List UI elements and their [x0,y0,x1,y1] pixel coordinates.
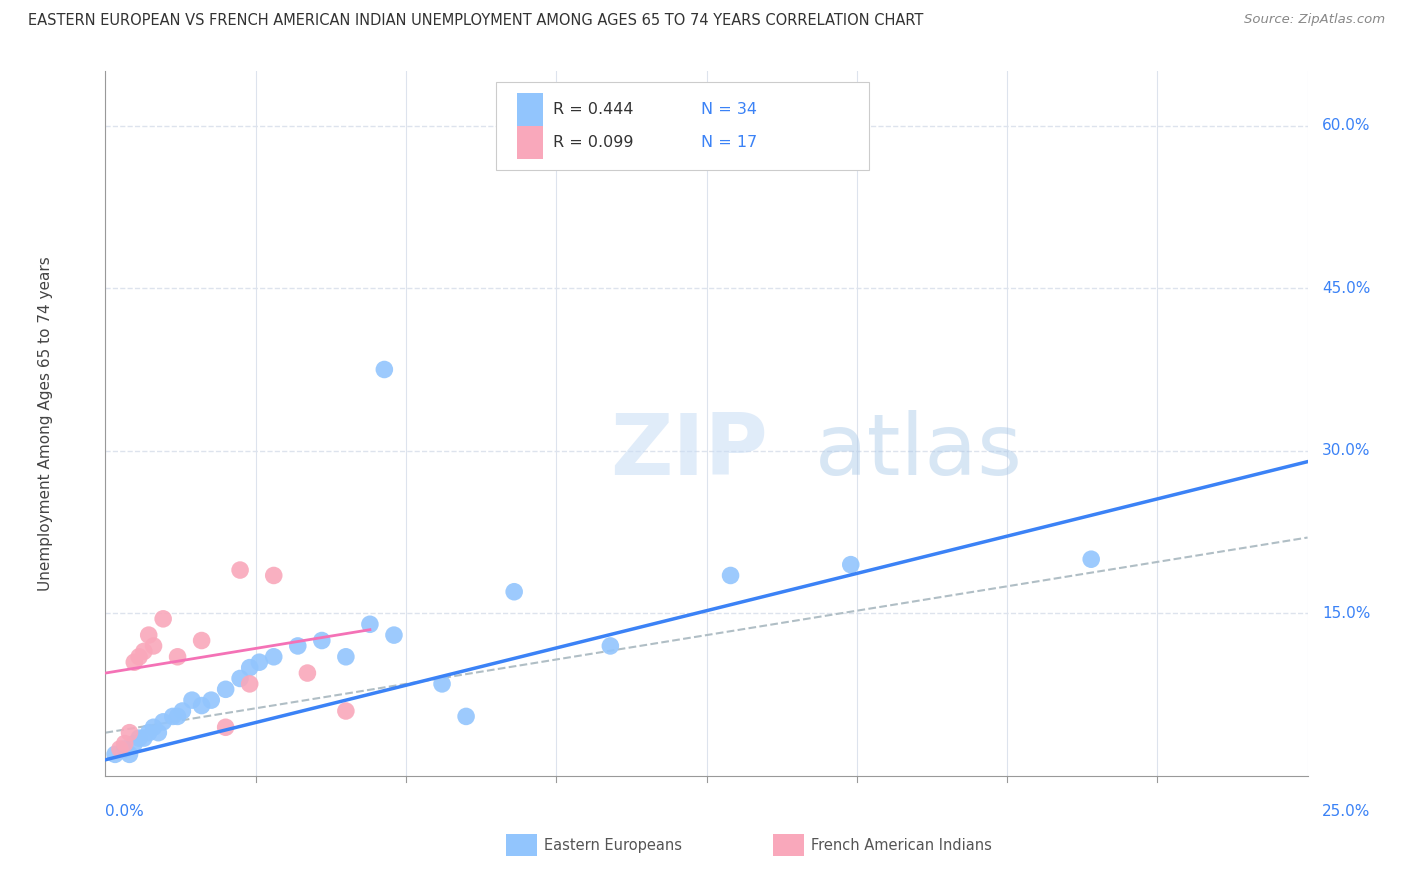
Point [138,725,160,739]
Text: 45.0%: 45.0% [1322,281,1371,295]
Text: atlas: atlas [814,410,1022,493]
Point [454,709,477,723]
Point [118,747,141,762]
Point [138,628,160,642]
Text: N = 17: N = 17 [700,135,756,150]
Point [382,628,405,642]
Point [297,666,319,681]
Text: R = 0.099: R = 0.099 [553,135,633,150]
Point [839,558,862,572]
Text: 15.0%: 15.0% [1322,606,1371,621]
Point [142,639,165,653]
Point [181,693,204,707]
Point [247,655,270,669]
Point [114,742,136,756]
Point [124,655,146,669]
Point [335,649,357,664]
Point [214,720,236,734]
Point [263,568,285,582]
Point [720,568,742,582]
Point [373,362,395,376]
Text: EASTERN EUROPEAN VS FRENCH AMERICAN INDIAN UNEMPLOYMENT AMONG AGES 65 TO 74 YEAR: EASTERN EUROPEAN VS FRENCH AMERICAN INDI… [28,13,924,29]
Text: Source: ZipAtlas.com: Source: ZipAtlas.com [1244,13,1385,27]
Text: Eastern Europeans: Eastern Europeans [544,838,682,853]
Point [128,731,150,745]
Point [263,649,285,664]
Point [104,747,127,762]
Point [1080,552,1102,566]
Point [430,677,453,691]
Text: 25.0%: 25.0% [1322,805,1371,819]
Point [114,737,136,751]
Point [132,731,155,745]
Point [142,720,165,734]
Point [214,682,236,697]
Point [190,698,212,713]
Point [359,617,381,632]
Point [200,693,222,707]
Point [128,649,150,664]
Point [335,704,357,718]
Text: R = 0.444: R = 0.444 [553,102,633,117]
Text: ZIP: ZIP [610,410,768,493]
Point [162,709,184,723]
Point [229,672,252,686]
Point [108,742,131,756]
Point [166,709,188,723]
Point [599,639,621,653]
Point [287,639,309,653]
Text: 0.0%: 0.0% [105,805,145,819]
Point [239,677,262,691]
Point [229,563,252,577]
Point [190,633,212,648]
Point [239,660,262,674]
Point [152,612,174,626]
Text: N = 34: N = 34 [700,102,756,117]
FancyBboxPatch shape [496,82,869,170]
FancyBboxPatch shape [516,126,543,160]
Point [152,714,174,729]
Text: French American Indians: French American Indians [811,838,993,853]
Point [124,737,146,751]
Point [172,704,194,718]
Point [132,644,155,658]
Text: 60.0%: 60.0% [1322,118,1371,133]
Point [503,584,526,599]
Text: Unemployment Among Ages 65 to 74 years: Unemployment Among Ages 65 to 74 years [38,256,53,591]
FancyBboxPatch shape [516,93,543,127]
Point [311,633,333,648]
Point [118,725,141,739]
Point [166,649,188,664]
Text: 30.0%: 30.0% [1322,443,1371,458]
Point [148,725,170,739]
